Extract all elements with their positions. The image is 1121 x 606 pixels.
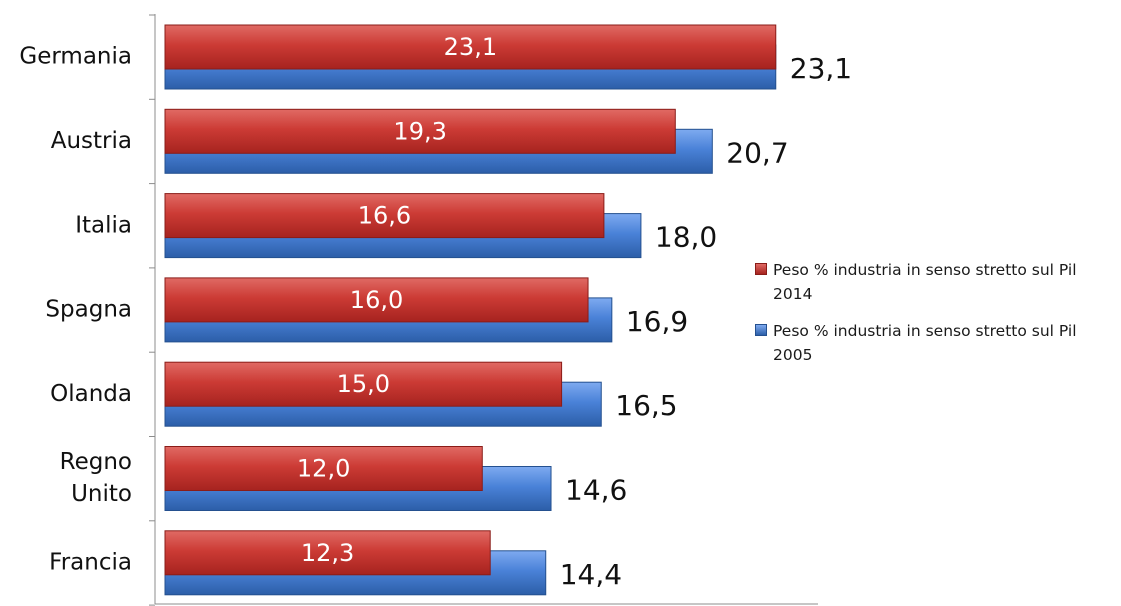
category-label: Regno xyxy=(60,449,132,475)
data-label-2005: 16,5 xyxy=(615,389,677,422)
data-label-2005: 14,6 xyxy=(565,474,627,507)
data-label-2014: 16,6 xyxy=(358,202,411,230)
bar-2014-francia xyxy=(164,530,491,576)
data-label-2014: 16,0 xyxy=(350,286,403,314)
category-label: Austria xyxy=(51,128,132,154)
bar-2014-spagna xyxy=(164,277,589,323)
data-label-2014: 23,1 xyxy=(444,33,497,61)
chart-legend: Peso % industria in senso stretto sul Pi… xyxy=(755,258,1115,380)
data-label-2014: 19,3 xyxy=(393,117,446,145)
category-label: Olanda xyxy=(50,381,132,407)
data-label-2005: 14,4 xyxy=(560,558,622,591)
legend-label-2014: Peso % industria in senso stretto sul Pi… xyxy=(773,261,1077,303)
data-label-2014: 12,3 xyxy=(301,539,354,567)
data-label-2005: 23,1 xyxy=(790,52,852,85)
data-label-2005: 16,9 xyxy=(626,305,688,338)
category-label: Francia xyxy=(49,549,132,575)
bar-2014-austria xyxy=(164,108,676,154)
data-label-2014: 15,0 xyxy=(337,370,390,398)
bar-2014-italia xyxy=(164,193,605,239)
bar-2014-regno-unito xyxy=(164,446,483,491)
category-label: Italia xyxy=(75,212,132,238)
legend-item-2014: Peso % industria in senso stretto sul Pi… xyxy=(755,258,1115,306)
legend-label-2005: Peso % industria in senso stretto sul Pi… xyxy=(773,322,1077,364)
data-label-2005: 18,0 xyxy=(655,221,717,254)
legend-swatch-2014 xyxy=(755,263,767,275)
data-label-2014: 12,0 xyxy=(297,455,350,483)
legend-item-2005: Peso % industria in senso stretto sul Pi… xyxy=(755,319,1115,367)
category-label: Spagna xyxy=(45,297,132,323)
data-label-2005: 20,7 xyxy=(726,136,788,169)
category-label: Unito xyxy=(71,481,132,507)
bar-2014-olanda xyxy=(164,361,563,407)
bar-2014-germania xyxy=(164,24,777,70)
category-label: Germania xyxy=(19,44,132,70)
legend-swatch-2005 xyxy=(755,324,767,336)
